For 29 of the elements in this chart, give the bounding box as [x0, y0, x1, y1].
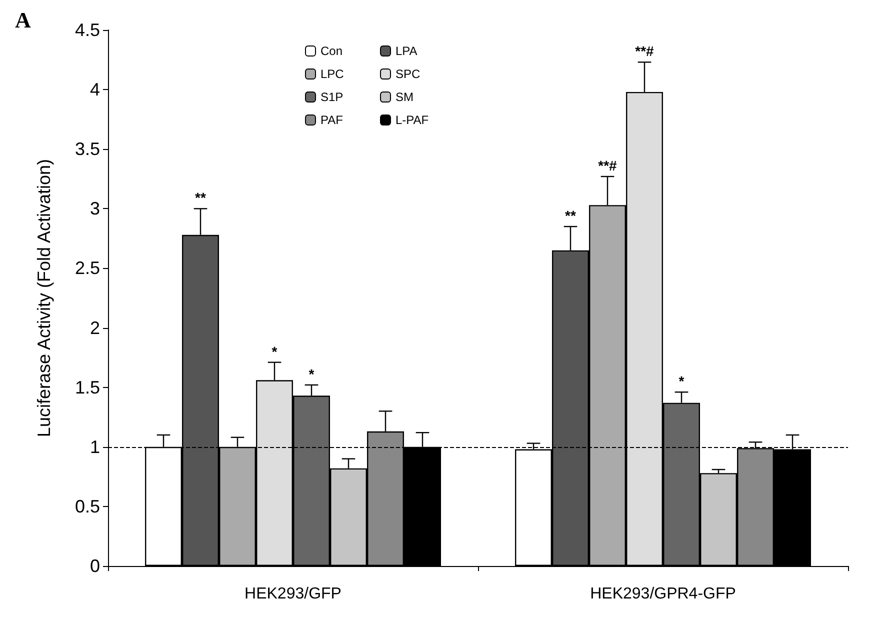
- data-label: **: [565, 208, 576, 224]
- y-tick-label: 1.5: [74, 377, 100, 398]
- y-tick-label: 3: [90, 198, 100, 219]
- data-label: **#: [635, 43, 654, 60]
- legend-label: LPC: [320, 67, 344, 81]
- legend-label: SM: [396, 90, 414, 104]
- y-tick-label: 4: [90, 80, 100, 100]
- legend-label: Con: [320, 44, 343, 58]
- x-tick-label: HEK293/GPR4-GFP: [590, 586, 736, 602]
- data-label: **: [195, 190, 206, 206]
- legend-label: L-PAF: [396, 113, 429, 127]
- x-tick-label: HEK293/GFP: [244, 586, 342, 602]
- y-axis-title: Luciferase Activity (Fold Activation): [34, 158, 54, 438]
- data-label: **#: [598, 158, 618, 174]
- legend-label: LPA: [396, 44, 418, 58]
- y-tick-label: 0.5: [74, 496, 100, 516]
- y-tick-label: 4.5: [74, 20, 100, 40]
- data-label: *: [678, 373, 685, 390]
- data-label: *: [272, 343, 278, 360]
- y-tick-label: 1: [90, 436, 100, 457]
- y-tick-label: 2.5: [74, 258, 100, 278]
- y-tick-label: 3.5: [74, 139, 100, 160]
- y-tick-label: 2: [90, 318, 100, 338]
- data-label: *: [308, 366, 315, 382]
- legend-label: PAF: [320, 113, 343, 127]
- legend-label: S1P: [320, 90, 344, 104]
- chart-title: A: [15, 8, 31, 32]
- legend-label: SPC: [396, 67, 421, 81]
- y-tick-label: 0: [90, 556, 100, 576]
